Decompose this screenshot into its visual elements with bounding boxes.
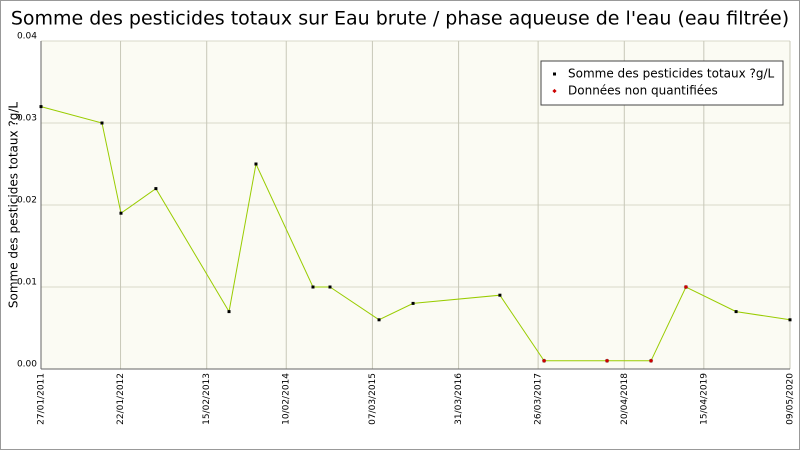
point [734,310,738,314]
point [328,285,332,289]
x-tick-label: 20/04/2018 [620,373,630,425]
point [311,285,315,289]
x-tick-label: 27/01/2011 [37,373,47,425]
x-tick-label: 26/03/2017 [534,373,544,425]
y-tick-label: 0.00 [17,360,37,370]
y-tick-label: 0.03 [17,114,37,124]
x-tick-label: 09/05/2020 [786,373,796,425]
x-tick-label: 31/03/2016 [454,373,464,425]
marks [39,105,792,363]
point [648,358,654,363]
point [411,301,415,305]
point [498,293,502,297]
point [541,358,547,363]
point [39,105,43,109]
x-tick-label: 10/02/2014 [282,373,292,425]
legend-label: Somme des pesticides totaux ?g/L [568,67,775,81]
legend: Somme des pesticides totaux ?g/L Données … [540,60,784,106]
point [154,187,158,191]
y-tick-label: 0.04 [17,32,37,42]
y-tick-label: 0.01 [17,278,37,288]
x-tick-label: 15/02/2013 [202,373,212,425]
y-axis-label: Somme des pesticides totaux ?g/L [7,102,21,309]
x-tick-label: 22/01/2012 [116,373,126,425]
x-tick-label: 15/04/2019 [699,373,709,425]
point [254,162,258,166]
y-tick-label: 0.02 [17,196,37,206]
point [604,358,610,363]
point [683,284,689,290]
x-tick-label: 07/03/2015 [368,373,378,425]
legend-box [540,60,784,106]
point [377,318,381,322]
legend-label: Données non quantifiées [568,84,718,98]
point [119,211,123,215]
point [100,121,104,125]
legend-marker [553,72,556,76]
chart-title: Somme des pesticides totaux sur Eau brut… [11,8,789,30]
point [227,310,231,314]
point [788,318,792,322]
